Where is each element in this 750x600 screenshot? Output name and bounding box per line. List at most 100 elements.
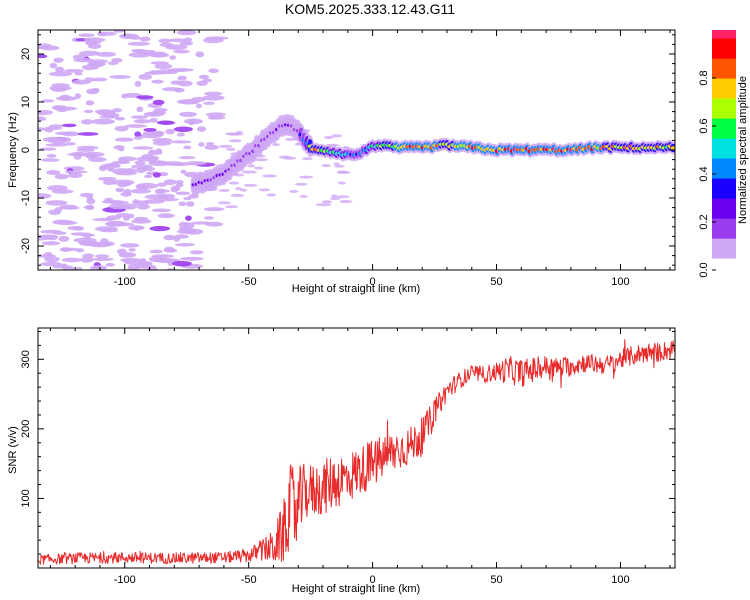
spectrogram-noise-cell xyxy=(329,197,341,201)
spectrogram-noise-cell xyxy=(61,123,77,128)
spectrogram-noise-cell xyxy=(258,188,271,192)
spectrogram-noise-cell xyxy=(285,137,296,141)
spectrogram-noise-cell xyxy=(161,161,184,166)
colorbar-segment xyxy=(712,62,736,67)
spectrogram-noise-cell xyxy=(47,185,68,192)
colorbar-segment xyxy=(712,134,736,139)
spectrogram-noise-cell xyxy=(144,155,160,162)
spectrogram-noise-cell xyxy=(98,165,107,172)
spectrogram-noise-cell xyxy=(40,261,63,267)
colorbar-segment xyxy=(712,50,736,55)
colorbar-segment xyxy=(712,174,736,179)
spectrogram-noise-cell xyxy=(191,221,211,225)
spectrogram-noise-cell xyxy=(138,74,152,80)
spectrogram-noise-cell xyxy=(97,31,117,36)
spectrogram-noise-cell xyxy=(226,147,236,151)
spectrogram-noise-cell xyxy=(86,198,96,205)
spectrogram-noise-cell xyxy=(315,203,332,207)
spectrogram-noise-cell xyxy=(151,254,175,259)
spectrogram-noise-cell xyxy=(136,264,156,269)
spectrogram-noise-cell xyxy=(179,98,200,105)
spectrogram-noise-cell xyxy=(78,50,101,56)
spectrogram-noise-cell xyxy=(266,193,277,197)
spectrogram-noise-cell xyxy=(136,95,154,100)
spectrogram-ytick-label: 0 xyxy=(20,147,32,153)
spectrogram-noise-cell xyxy=(330,134,342,138)
colorbar-segment xyxy=(712,206,736,211)
spectrogram-noise-cell xyxy=(64,170,88,174)
spectrogram-ytick-label: 10 xyxy=(20,96,32,108)
spectrogram-noise-cell xyxy=(49,62,58,69)
colorbar-strip xyxy=(712,30,736,271)
snr-panel: -100 -50 0 50 100 100 200 300 Height of straigh… xyxy=(7,327,676,595)
spectrogram-noise-cell xyxy=(282,156,297,160)
colorbar-segment xyxy=(712,118,736,123)
spectrogram-noise-cell xyxy=(90,77,108,82)
spectrogram-noise-cell xyxy=(218,144,233,148)
spectrogram-noise-cell xyxy=(330,194,338,198)
spectrogram-ytick-label: 20 xyxy=(20,48,32,60)
spectrogram-noise-cell xyxy=(83,109,94,114)
spectrogram-noise-cell xyxy=(170,187,179,193)
colorbar-segment xyxy=(712,138,736,143)
spectrogram-noise-cell xyxy=(302,157,313,161)
spectrogram-noise-cell xyxy=(243,183,258,187)
spectrogram-noise-cell xyxy=(177,75,187,81)
colorbar-segment xyxy=(712,78,736,83)
spectrogram-noise-cell xyxy=(78,33,95,38)
spectrogram-noise-cell xyxy=(115,187,125,193)
spectrogram-noise-cell xyxy=(40,99,55,103)
colorbar-segment xyxy=(712,126,736,131)
spectrogram-noise-cell xyxy=(333,162,340,166)
spectrogram-noise-cell xyxy=(139,36,151,42)
colorbar-ticks: 0.0 0.2 0.4 0.6 0.8 xyxy=(698,70,716,278)
spectrogram-ridge-cell xyxy=(670,146,675,150)
colorbar-tick-label: 0.4 xyxy=(698,166,710,181)
spectrogram-noise-cell xyxy=(217,201,231,205)
spectrogram-noise-cell xyxy=(38,109,53,116)
spectrogram-noise-cell xyxy=(132,146,154,150)
spectrogram-noise-cell xyxy=(165,128,176,135)
colorbar-segment xyxy=(712,122,736,127)
spectrogram-ytick-label: -10 xyxy=(20,190,32,206)
spectrogram-noise-cell xyxy=(46,154,57,158)
spectrogram-noise-cell xyxy=(144,71,166,75)
spectrogram-noise-cell xyxy=(134,131,142,138)
colorbar-segment xyxy=(712,194,736,199)
colorbar-segment xyxy=(712,98,736,103)
spectrogram-noise-cell xyxy=(67,172,83,179)
spectrogram-noise-cell xyxy=(102,112,120,118)
spectrogram-noise-cell xyxy=(61,206,80,210)
spectrogram-noise-cell xyxy=(169,38,187,43)
colorbar-segment xyxy=(712,146,736,151)
colorbar-segment xyxy=(712,30,736,35)
spectrogram-noise-cell xyxy=(198,74,210,80)
spectrogram-noise-cell xyxy=(114,117,126,121)
spectrogram-noise-cell xyxy=(86,88,99,95)
spectrogram-noise-cell xyxy=(41,241,61,246)
chart-title: KOM5.2025.333.12.43.G11 xyxy=(285,1,455,17)
spectrogram-noise-cell xyxy=(41,158,60,162)
spectrogram-noise-cell xyxy=(133,136,144,140)
colorbar-segment xyxy=(712,182,736,187)
spectrogram-noise-cell xyxy=(183,37,193,42)
spectrogram-noise-cell xyxy=(184,161,207,166)
spectrogram-noise-cell xyxy=(169,55,177,60)
spectrogram-noise-cell xyxy=(183,228,204,235)
spectrogram-noise-cell xyxy=(188,193,199,199)
spectrogram-noise-cell xyxy=(131,218,152,224)
spectrogram-noise-cell xyxy=(105,220,127,227)
spectrogram-noise-cell xyxy=(83,37,106,43)
spectrogram-noise-cell xyxy=(151,79,164,84)
spectrogram-noise-cell xyxy=(121,93,129,99)
spectrogram-noise-cell xyxy=(55,66,65,73)
spectrogram-noise-cell xyxy=(174,243,196,247)
spectrogram-noise-cell xyxy=(95,51,117,57)
spectrogram-noise-cell xyxy=(38,43,52,48)
spectrogram-noise-cell xyxy=(195,103,202,109)
colorbar-segment xyxy=(712,90,736,95)
spectrogram-noise-cell xyxy=(46,169,61,176)
spectrogram-noise-cell xyxy=(70,232,92,236)
colorbar-label: Normalized spectral amplitude xyxy=(737,76,749,224)
